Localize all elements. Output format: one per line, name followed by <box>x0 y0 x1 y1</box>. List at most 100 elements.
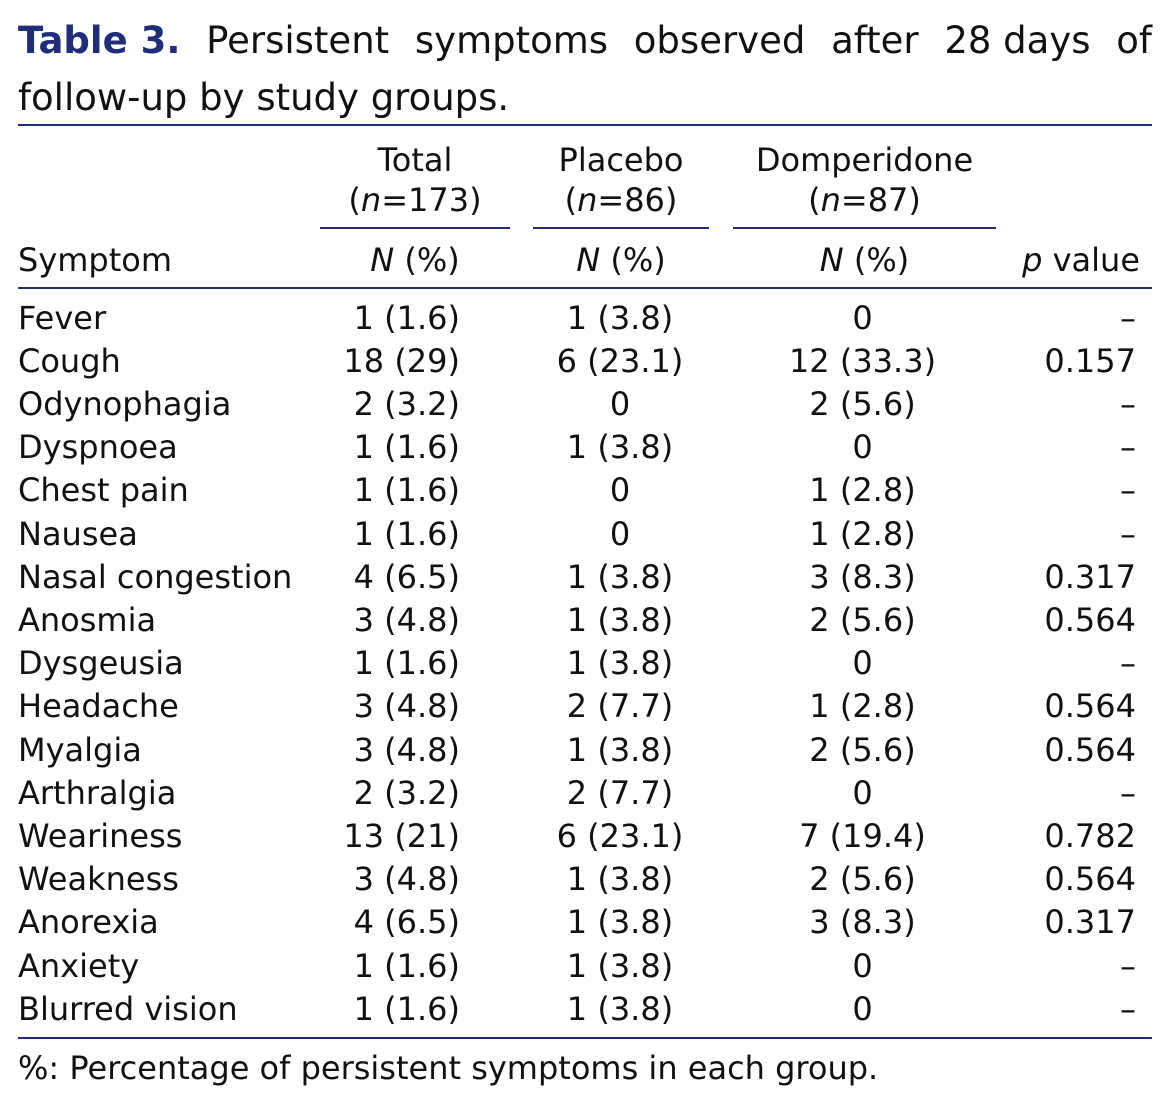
bottom-rule <box>18 1037 1152 1039</box>
cell-symptom: Dyspnoea <box>18 428 178 466</box>
cell-placebo: 1 (3.8) <box>566 860 674 898</box>
cell-domperidone: 1 (2.8) <box>809 471 916 509</box>
cell-domperidone: 3 (8.3) <box>809 903 916 941</box>
cell-total: 1 (1.6) <box>353 947 460 985</box>
caption-word: of <box>1116 19 1152 62</box>
cell-total: 1 (1.6) <box>353 644 460 682</box>
cell-p-value: – <box>1120 471 1136 509</box>
header-total: Total (n=173) <box>320 140 510 220</box>
header-symptom: Symptom <box>18 241 173 279</box>
caption-line-2: follow-up by study groups. <box>18 76 510 119</box>
cell-p-value: – <box>1120 644 1136 682</box>
cell-total: 2 (3.2) <box>353 385 460 423</box>
header-total-name: Total <box>377 141 453 179</box>
cell-placebo: 6 (23.1) <box>556 342 684 380</box>
top-rule <box>18 124 1152 126</box>
cell-total: 1 (1.6) <box>353 471 460 509</box>
cell-domperidone: 1 (2.8) <box>809 687 916 725</box>
cell-placebo: 1 (3.8) <box>566 558 674 596</box>
cell-p-value: 0.564 <box>1044 601 1136 639</box>
cell-domperidone: 3 (8.3) <box>809 558 916 596</box>
header-total-rule <box>320 227 510 229</box>
cell-domperidone: 0 <box>852 644 873 682</box>
cell-symptom: Weakness <box>18 860 179 898</box>
header-placebo-name: Placebo <box>558 141 684 179</box>
caption-word: after <box>831 19 919 62</box>
cell-total: 4 (6.5) <box>353 903 460 941</box>
cell-symptom: Nausea <box>18 515 138 553</box>
cell-placebo: 1 (3.8) <box>566 731 674 769</box>
cell-domperidone: 2 (5.6) <box>809 385 916 423</box>
header-total-size: (n=173) <box>348 181 482 219</box>
cell-symptom: Anorexia <box>18 903 159 941</box>
header-placebo-size: (n=86) <box>564 181 678 219</box>
cell-total: 3 (4.8) <box>353 601 460 639</box>
header-domperidone-size: (n=87) <box>808 181 921 219</box>
cell-total: 18 (29) <box>343 342 460 380</box>
cell-symptom: Arthralgia <box>18 774 177 812</box>
cell-placebo: 0 <box>609 515 631 553</box>
cell-placebo: 0 <box>609 471 631 509</box>
header-rule <box>18 287 1152 289</box>
cell-p-value: 0.317 <box>1044 903 1136 941</box>
cell-p-value: 0.317 <box>1044 558 1136 596</box>
cell-p-value: – <box>1120 990 1136 1028</box>
header-placebo: Placebo (n=86) <box>533 140 709 220</box>
cell-domperidone: 2 (5.6) <box>809 731 916 769</box>
cell-symptom: Dysgeusia <box>18 644 184 682</box>
cell-symptom: Nasal congestion <box>18 558 293 596</box>
cell-p-value: – <box>1120 774 1136 812</box>
header-total-count: N (%) <box>370 241 460 279</box>
cell-total: 13 (21) <box>343 817 460 855</box>
cell-symptom: Odynophagia <box>18 385 232 423</box>
cell-p-value: – <box>1120 385 1136 423</box>
cell-p-value: 0.157 <box>1044 342 1136 380</box>
table-footnote: %: Percentage of persistent symptoms in … <box>18 1049 879 1087</box>
header-placebo-rule <box>533 227 709 229</box>
cell-p-value: 0.564 <box>1044 687 1136 725</box>
cell-total: 1 (1.6) <box>353 299 460 337</box>
cell-total: 3 (4.8) <box>353 731 460 769</box>
caption-word: Persistent <box>206 19 390 62</box>
cell-placebo: 6 (23.1) <box>556 817 684 855</box>
cell-symptom: Blurred vision <box>18 990 238 1028</box>
cell-domperidone: 0 <box>852 774 873 812</box>
cell-p-value: 0.564 <box>1044 731 1136 769</box>
cell-symptom: Headache <box>18 687 179 725</box>
cell-placebo: 1 (3.8) <box>566 903 674 941</box>
cell-domperidone: 0 <box>852 428 873 466</box>
cell-p-value: – <box>1120 428 1136 466</box>
cell-p-value: – <box>1120 515 1136 553</box>
cell-symptom: Weariness <box>18 817 183 855</box>
table-caption: Table 3. Persistent symptoms observed af… <box>18 12 1152 126</box>
cell-placebo: 1 (3.8) <box>566 601 674 639</box>
cell-placebo: 0 <box>609 385 631 423</box>
cell-symptom: Chest pain <box>18 471 189 509</box>
caption-word: observed <box>633 19 806 62</box>
caption-word: 28 days <box>944 19 1091 62</box>
cell-domperidone: 0 <box>852 990 873 1028</box>
cell-symptom: Fever <box>18 299 107 337</box>
cell-total: 3 (4.8) <box>353 860 460 898</box>
cell-domperidone: 7 (19.4) <box>799 817 926 855</box>
cell-placebo: 1 (3.8) <box>566 644 674 682</box>
cell-domperidone: 0 <box>852 299 873 337</box>
cell-placebo: 1 (3.8) <box>566 990 674 1028</box>
cell-p-value: 0.564 <box>1044 860 1136 898</box>
cell-total: 2 (3.2) <box>353 774 460 812</box>
header-domperidone: Domperidone (n=87) <box>733 140 996 220</box>
header-domperidone-name: Domperidone <box>755 141 974 179</box>
header-placebo-count: N (%) <box>576 241 666 279</box>
cell-total: 3 (4.8) <box>353 687 460 725</box>
cell-p-value: 0.782 <box>1044 817 1136 855</box>
header-domperidone-count: N (%) <box>819 241 910 279</box>
cell-placebo: 2 (7.7) <box>566 687 674 725</box>
cell-p-value: – <box>1120 947 1136 985</box>
caption-line-1: Table 3. Persistent symptoms observed af… <box>18 12 1152 69</box>
cell-total: 1 (1.6) <box>353 515 460 553</box>
cell-p-value: – <box>1120 299 1136 337</box>
cell-symptom: Cough <box>18 342 121 380</box>
cell-domperidone: 2 (5.6) <box>809 860 916 898</box>
cell-placebo: 1 (3.8) <box>566 299 674 337</box>
